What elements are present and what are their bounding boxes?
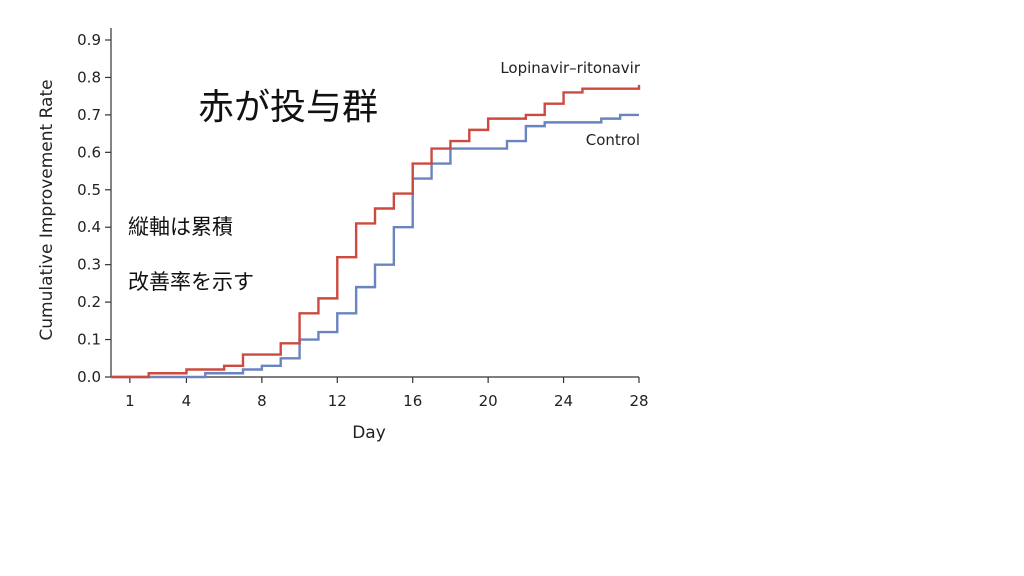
x-tick-label: 1 xyxy=(125,392,135,410)
annotation-note-line-1: 縦軸は累積 xyxy=(128,215,233,239)
y-tick-label: 0.4 xyxy=(77,218,101,236)
x-axis-title: Day xyxy=(352,423,386,443)
x-tick-label: 12 xyxy=(328,392,347,410)
series-label-lopinavir-ritonavir: Lopinavir–ritonavir xyxy=(500,59,641,77)
y-tick-label: 0.9 xyxy=(77,31,101,49)
y-tick-label: 0.2 xyxy=(77,293,101,311)
annotation-note-line-2: 改善率を示す xyxy=(128,270,254,294)
x-tick-label: 28 xyxy=(629,392,648,410)
y-axis-title: Cumulative Improvement Rate xyxy=(37,79,57,340)
series-line-control xyxy=(111,113,639,379)
x-tick-label: 8 xyxy=(257,392,267,410)
y-tick-label: 0.1 xyxy=(77,331,101,349)
y-tick-label: 0.8 xyxy=(77,68,101,86)
annotation-title-note: 赤が投与群 xyxy=(198,87,378,128)
y-tick-label: 0.7 xyxy=(77,106,101,124)
y-tick-label: 0.5 xyxy=(77,181,101,199)
y-tick-label: 0.0 xyxy=(77,368,101,386)
series-line-lopinavir-ritonavir xyxy=(111,84,641,379)
series-label-control: Control xyxy=(586,131,640,149)
y-tick-label: 0.3 xyxy=(77,256,101,274)
x-tick-label: 16 xyxy=(403,392,422,410)
x-tick-label: 24 xyxy=(554,392,573,410)
y-tick-label: 0.6 xyxy=(77,143,101,161)
x-tick-label: 4 xyxy=(182,392,192,410)
series-group xyxy=(111,84,641,379)
x-tick-label: 20 xyxy=(479,392,498,410)
axes: 0.0 0.1 0.2 0.3 0.4 0.5 0.6 0.7 0.8 0.9 1 4 8 12 16 20 2… xyxy=(77,28,649,410)
